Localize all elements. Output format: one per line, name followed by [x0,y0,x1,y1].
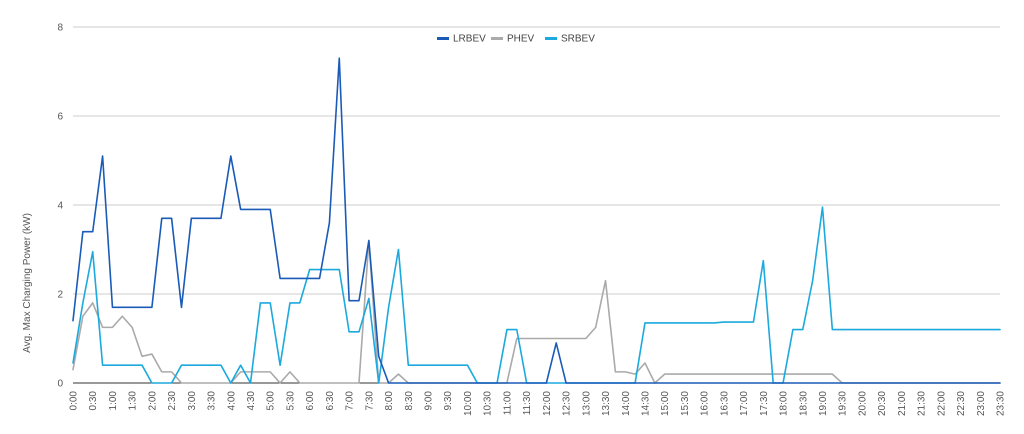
y-tick-labels: 0 2 4 6 8 [57,23,63,390]
x-tick-label: 15:30 [680,391,691,416]
x-tick-label: 21:00 [897,391,908,416]
y-axis-title: Avg. Max Charging Power (kW) [22,213,33,353]
x-tick-label: 2:00 [147,391,158,411]
x-tick-label: 6:30 [325,391,336,411]
x-tick-label: 17:30 [759,391,770,416]
x-tick-label: 22:00 [936,391,947,416]
x-tick-label: 19:30 [838,391,849,416]
x-tick-label: 18:30 [798,391,809,416]
x-tick-label: 23:30 [996,391,1007,416]
legend-swatch-lrbev [437,37,449,40]
x-tick-label: 6:00 [305,391,316,411]
x-tick-label: 20:30 [877,391,888,416]
legend-swatch-srbev [545,37,557,40]
x-tick-label: 3:30 [207,391,218,411]
x-tick-label: 0:00 [69,391,80,411]
x-tick-label: 16:30 [719,391,730,416]
series-line-srbev [72,206,1001,384]
series-lines [72,57,1001,384]
x-tick-label: 9:30 [443,391,454,411]
legend-label-phev: PHEV [507,34,535,45]
x-tick-label: 4:30 [246,391,257,411]
series-line-lrbev [72,57,1001,384]
x-tick-label: 5:00 [266,391,277,411]
x-tick-label: 11:30 [522,391,533,416]
x-tick-label: 21:30 [917,391,928,416]
x-tick-label: 0:30 [88,391,99,411]
x-tick-label: 7:00 [345,391,356,411]
x-tick-label: 8:00 [384,391,395,411]
legend-label-lrbev: LRBEV [453,34,486,45]
x-tick-label: 1:30 [128,391,139,411]
x-tick-label: 9:00 [424,391,435,411]
x-tick-label: 10:00 [463,391,474,416]
x-tick-label: 19:00 [818,391,829,416]
y-tick-label: 2 [57,290,63,301]
y-tick-label: 8 [57,23,63,34]
x-tick-label: 14:00 [621,391,632,416]
y-tick-label: 0 [57,379,63,390]
y-tick-label: 6 [57,112,63,123]
x-tick-label: 23:00 [976,391,987,416]
legend-label-srbev: SRBEV [561,34,595,45]
x-tick-label: 16:00 [700,391,711,416]
x-tick-label: 13:30 [601,391,612,416]
x-tick-label: 11:00 [502,391,513,416]
x-tick-label: 15:00 [660,391,671,416]
x-tick-labels: 0:00 0:30 1:00 1:30 2:00 2:30 3:00 3:30 4:00 4:30… [69,391,1007,416]
x-tick-label: 4:00 [226,391,237,411]
x-tick-label: 2:30 [167,391,178,411]
x-tick-label: 12:30 [562,391,573,416]
x-tick-label: 13:00 [581,391,592,416]
x-tick-label: 8:30 [404,391,415,411]
x-tick-label: 17:00 [739,391,750,416]
x-tick-label: 7:30 [364,391,375,411]
x-tick-label: 1:00 [108,391,119,411]
x-tick-label: 10:30 [483,391,494,416]
y-tick-label: 4 [57,201,63,212]
x-tick-label: 14:30 [640,391,651,416]
legend: LRBEV PHEV SRBEV [437,34,595,45]
x-tick-label: 22:30 [956,391,967,416]
legend-swatch-phev [491,37,503,40]
x-tick-label: 5:30 [285,391,296,411]
x-tick-label: 18:00 [779,391,790,416]
x-tick-label: 3:00 [187,391,198,411]
x-tick-label: 20:00 [857,391,868,416]
x-tick-label: 12:00 [542,391,553,416]
series-line-phev [72,239,1001,384]
